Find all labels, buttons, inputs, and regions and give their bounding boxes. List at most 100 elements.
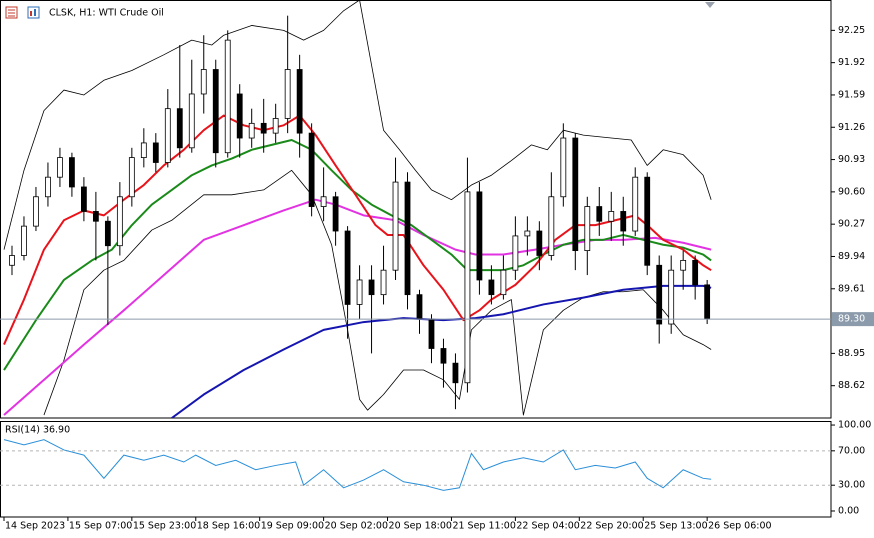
candle-body bbox=[332, 196, 339, 232]
candle-body bbox=[284, 69, 291, 119]
candle-body bbox=[33, 196, 39, 227]
candle-body bbox=[200, 69, 207, 95]
y-tick-label: 92.25 bbox=[838, 25, 865, 36]
y-tick-label: 90.93 bbox=[838, 154, 865, 165]
candle-body bbox=[69, 157, 75, 188]
y-tick-label: 30.00 bbox=[838, 480, 865, 491]
y-tick-label: 90.60 bbox=[838, 186, 865, 197]
candle-body bbox=[488, 279, 495, 296]
candle-body bbox=[260, 122, 267, 134]
icon-bar bbox=[34, 9, 36, 16]
icon-bar bbox=[30, 11, 32, 16]
candle-body bbox=[596, 206, 603, 222]
candle-body bbox=[248, 122, 255, 139]
candle-body bbox=[140, 142, 147, 159]
candle-body bbox=[440, 348, 447, 364]
x-tick-label: 25 Sep 13:00 bbox=[644, 521, 707, 532]
candle-body bbox=[416, 294, 423, 320]
last-price-box bbox=[832, 312, 874, 327]
x-tick-label: 26 Sep 06:00 bbox=[708, 521, 771, 532]
y-tick-label: 100.00 bbox=[838, 420, 871, 431]
candle-body bbox=[656, 264, 663, 325]
indicator-line bbox=[3, 138, 712, 371]
candle-body bbox=[104, 220, 111, 247]
rsi-plot bbox=[0, 439, 831, 491]
symbol-icons bbox=[5, 6, 40, 19]
candle-body bbox=[92, 211, 99, 222]
candle-body bbox=[368, 279, 375, 296]
x-tick-label: 14 Sep 2023 bbox=[5, 521, 65, 532]
candle-body bbox=[116, 196, 123, 247]
x-tick-label: 15 Sep 07:00 bbox=[69, 521, 132, 532]
y-tick-label: 88.95 bbox=[838, 348, 865, 359]
candle-body bbox=[392, 181, 399, 271]
candle-body bbox=[164, 108, 171, 163]
candle-body bbox=[644, 176, 651, 266]
candle-body bbox=[188, 93, 195, 149]
candle-body bbox=[560, 137, 567, 198]
x-tick-label: 22 Sep 20:00 bbox=[580, 521, 643, 532]
candle-body bbox=[236, 93, 243, 139]
candle-body bbox=[680, 259, 687, 271]
candle-body bbox=[464, 191, 471, 384]
candle-body bbox=[356, 279, 363, 305]
x-tick-label: 20 Sep 18:00 bbox=[389, 521, 452, 532]
candle-body bbox=[500, 269, 507, 296]
candle-body bbox=[21, 225, 27, 256]
x-tick-label: 21 Sep 11:00 bbox=[452, 521, 515, 532]
rsi-panel-frame bbox=[0, 421, 832, 518]
candle-body bbox=[176, 108, 183, 149]
y-tick-label: 91.59 bbox=[838, 89, 865, 100]
candle-body bbox=[608, 211, 615, 222]
candle-body bbox=[212, 69, 219, 154]
indicator-line bbox=[3, 0, 712, 250]
x-tick-label: 19 Sep 09:00 bbox=[261, 521, 324, 532]
y-tick-label: 88.62 bbox=[838, 380, 865, 391]
candle-body bbox=[452, 362, 459, 384]
candle-body bbox=[57, 157, 63, 178]
y-tick-label: 91.92 bbox=[838, 57, 865, 68]
price-panel-frame bbox=[0, 0, 832, 419]
candle-body bbox=[45, 176, 51, 198]
price-plot bbox=[0, 0, 831, 418]
y-tick-label: 0.00 bbox=[838, 505, 859, 516]
y-tick-label: 91.26 bbox=[838, 122, 865, 133]
candle-body bbox=[296, 69, 303, 134]
candle-body bbox=[668, 269, 675, 325]
x-tick-label: 18 Sep 16:00 bbox=[197, 521, 260, 532]
x-tick-label: 20 Sep 02:00 bbox=[325, 521, 388, 532]
candle-body bbox=[308, 132, 315, 207]
y-tick-label: 70.00 bbox=[838, 445, 865, 456]
y-tick-label: 89.94 bbox=[838, 251, 865, 262]
candle-body bbox=[692, 259, 699, 286]
chart-title: CLSK, H1: WTI Crude Oil bbox=[49, 8, 164, 19]
scroll-marker[interactable] bbox=[705, 2, 715, 8]
candle-body bbox=[524, 230, 531, 237]
candle-body bbox=[428, 318, 435, 349]
candle-body bbox=[476, 191, 483, 281]
candle-body bbox=[80, 186, 87, 212]
rsi-title: RSI(14) 36.90 bbox=[5, 425, 70, 436]
candle-body bbox=[572, 137, 579, 252]
candle-body bbox=[704, 284, 711, 320]
candle-body bbox=[512, 235, 519, 271]
candle-body bbox=[380, 269, 387, 296]
candle-body bbox=[584, 206, 591, 252]
candle-body bbox=[224, 39, 231, 154]
candle-body bbox=[9, 255, 15, 266]
icon[interactable] bbox=[27, 6, 40, 19]
candle-body bbox=[152, 142, 159, 163]
last-price-label: 89.30 bbox=[838, 314, 865, 325]
candle-body bbox=[272, 118, 279, 134]
x-tick-label: 22 Sep 04:00 bbox=[516, 521, 579, 532]
axes: 92.25 91.92 91.59 91.26 90.93 90.60 90.27 89.94… bbox=[3, 25, 874, 532]
candle-body bbox=[620, 211, 627, 232]
candle-body bbox=[632, 176, 639, 232]
x-tick-label: 15 Sep 23:00 bbox=[133, 521, 196, 532]
y-tick-label: 90.27 bbox=[838, 219, 865, 230]
candle-body bbox=[536, 230, 543, 256]
candle-body bbox=[548, 196, 555, 256]
candle-body bbox=[320, 196, 327, 207]
candle-body bbox=[404, 181, 411, 296]
